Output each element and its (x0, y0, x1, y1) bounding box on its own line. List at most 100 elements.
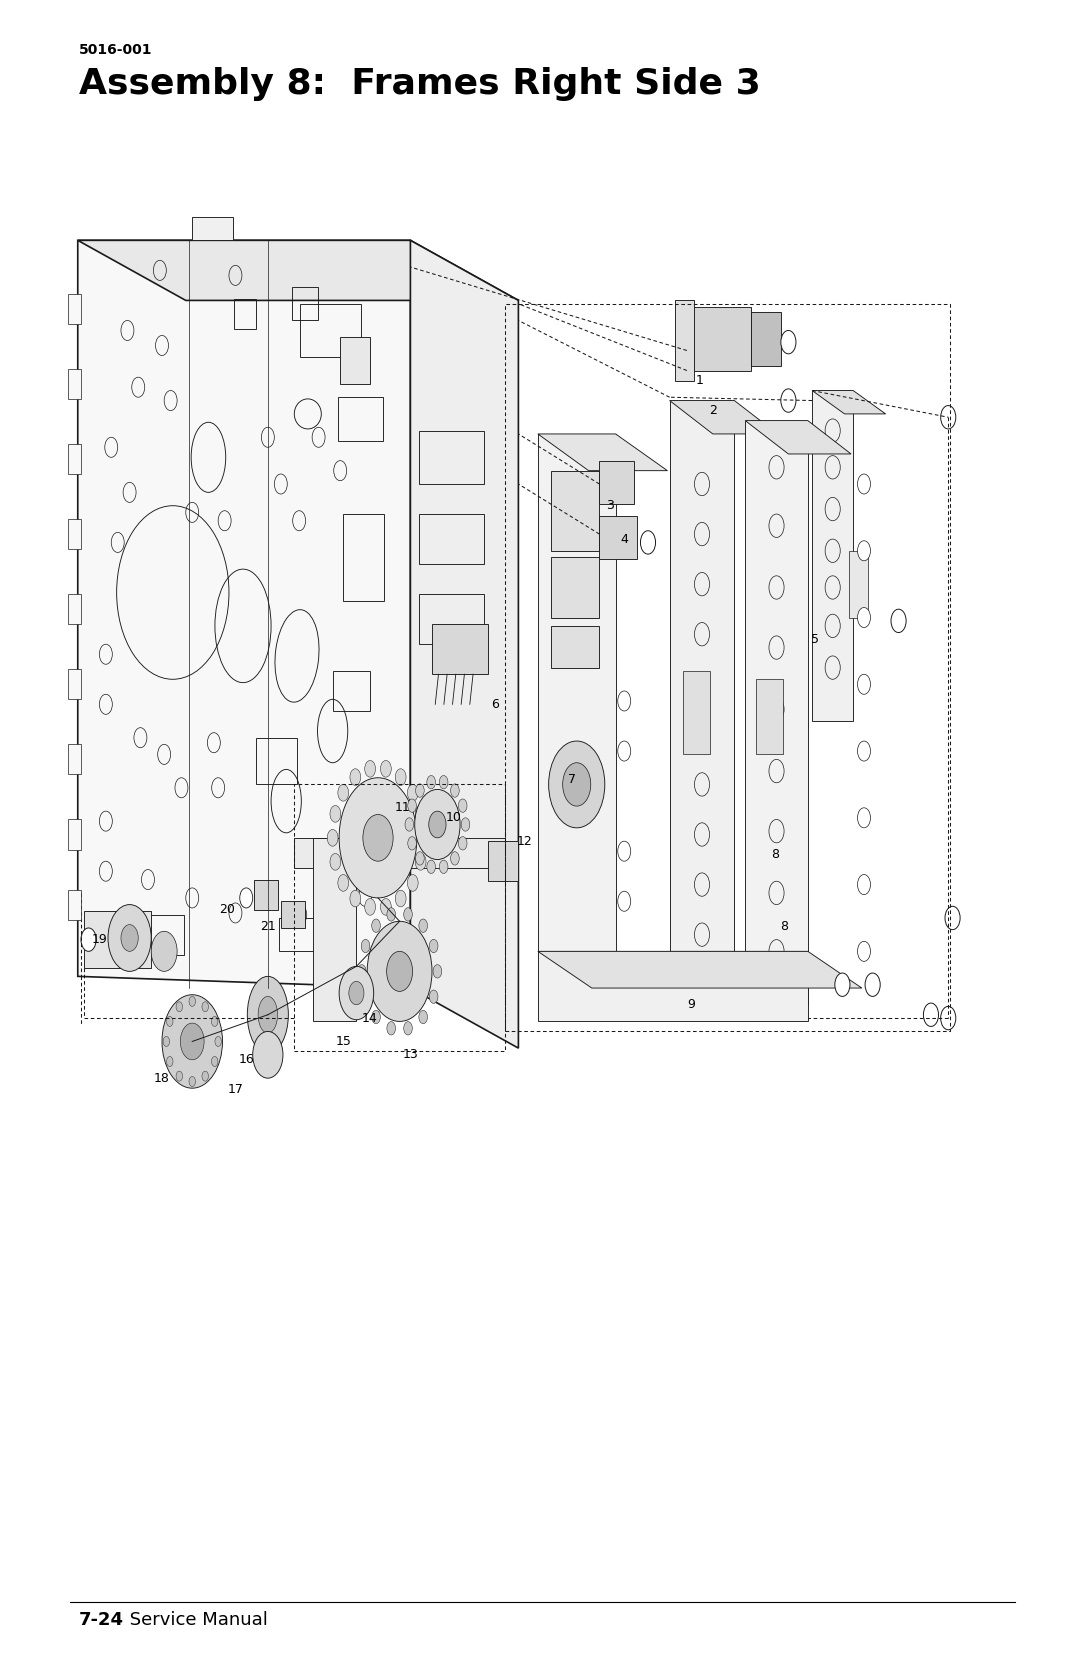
Text: 2: 2 (708, 404, 717, 417)
Bar (849, 551, 868, 618)
Circle shape (215, 1036, 221, 1046)
Polygon shape (84, 911, 151, 968)
Bar (338, 397, 383, 441)
Circle shape (858, 741, 870, 761)
Circle shape (415, 853, 426, 870)
Circle shape (618, 841, 631, 861)
Circle shape (253, 1031, 283, 1078)
Bar (68, 594, 81, 624)
Circle shape (361, 990, 369, 1003)
Polygon shape (78, 240, 410, 988)
Circle shape (367, 921, 432, 1021)
Bar (68, 890, 81, 920)
Bar (68, 819, 81, 850)
Circle shape (189, 996, 195, 1006)
Circle shape (166, 1016, 173, 1026)
Polygon shape (313, 838, 356, 1021)
Polygon shape (745, 421, 851, 454)
Bar (68, 519, 81, 549)
Polygon shape (745, 421, 808, 1005)
Circle shape (327, 829, 338, 846)
Circle shape (404, 908, 413, 921)
Circle shape (640, 531, 656, 554)
Circle shape (387, 1021, 395, 1035)
Circle shape (350, 890, 361, 906)
Text: 11: 11 (395, 801, 410, 814)
Circle shape (372, 920, 380, 933)
Circle shape (415, 789, 460, 860)
Bar (551, 471, 599, 551)
Circle shape (387, 951, 413, 991)
Circle shape (407, 875, 418, 891)
Circle shape (941, 1006, 956, 1030)
Text: Assembly 8:  Frames Right Side 3: Assembly 8: Frames Right Side 3 (79, 67, 760, 100)
Circle shape (945, 906, 960, 930)
Circle shape (458, 836, 467, 850)
Text: 20: 20 (219, 903, 234, 916)
Bar (599, 516, 637, 559)
Circle shape (618, 691, 631, 711)
Circle shape (240, 888, 253, 908)
Circle shape (835, 973, 850, 996)
Circle shape (427, 776, 435, 789)
Circle shape (433, 965, 442, 978)
Bar (279, 918, 330, 951)
Ellipse shape (258, 996, 278, 1033)
Circle shape (858, 541, 870, 561)
Text: 14: 14 (362, 1011, 377, 1025)
Circle shape (81, 928, 96, 951)
Circle shape (365, 898, 376, 915)
Circle shape (408, 799, 417, 813)
Circle shape (891, 609, 906, 633)
Circle shape (781, 330, 796, 354)
Circle shape (162, 995, 222, 1088)
Circle shape (781, 389, 796, 412)
Circle shape (865, 973, 880, 996)
Circle shape (408, 836, 417, 850)
Circle shape (151, 931, 177, 971)
Text: 13: 13 (403, 1048, 418, 1061)
Text: 8: 8 (780, 920, 788, 933)
Circle shape (212, 1016, 218, 1026)
Bar (68, 669, 81, 699)
Circle shape (404, 1021, 413, 1035)
Bar (68, 444, 81, 474)
Polygon shape (812, 391, 886, 414)
Circle shape (416, 784, 424, 798)
Bar (756, 679, 783, 754)
Bar (599, 461, 634, 504)
Circle shape (176, 1071, 183, 1082)
Bar (683, 671, 710, 754)
Bar (551, 557, 599, 618)
Circle shape (440, 776, 448, 789)
Text: 16: 16 (239, 1053, 254, 1066)
Circle shape (549, 741, 605, 828)
Circle shape (361, 940, 369, 953)
Circle shape (429, 811, 446, 838)
Bar (751, 312, 781, 366)
Circle shape (380, 761, 391, 778)
Circle shape (387, 908, 395, 921)
Text: 7-24: 7-24 (79, 1611, 124, 1629)
Text: 1: 1 (696, 374, 704, 387)
Polygon shape (538, 951, 862, 988)
Circle shape (858, 474, 870, 494)
Circle shape (121, 925, 138, 951)
Circle shape (461, 818, 470, 831)
Bar (68, 294, 81, 324)
Circle shape (405, 818, 414, 831)
Circle shape (427, 860, 435, 873)
Bar (419, 431, 484, 484)
Circle shape (430, 990, 438, 1003)
Circle shape (339, 966, 374, 1020)
Circle shape (419, 1010, 428, 1023)
Circle shape (923, 1003, 939, 1026)
Bar (68, 369, 81, 399)
Bar (192, 217, 233, 240)
Bar (234, 299, 256, 329)
Circle shape (858, 808, 870, 828)
Circle shape (166, 1056, 173, 1066)
Bar (121, 915, 184, 955)
Circle shape (372, 1010, 380, 1023)
Polygon shape (410, 240, 518, 1048)
